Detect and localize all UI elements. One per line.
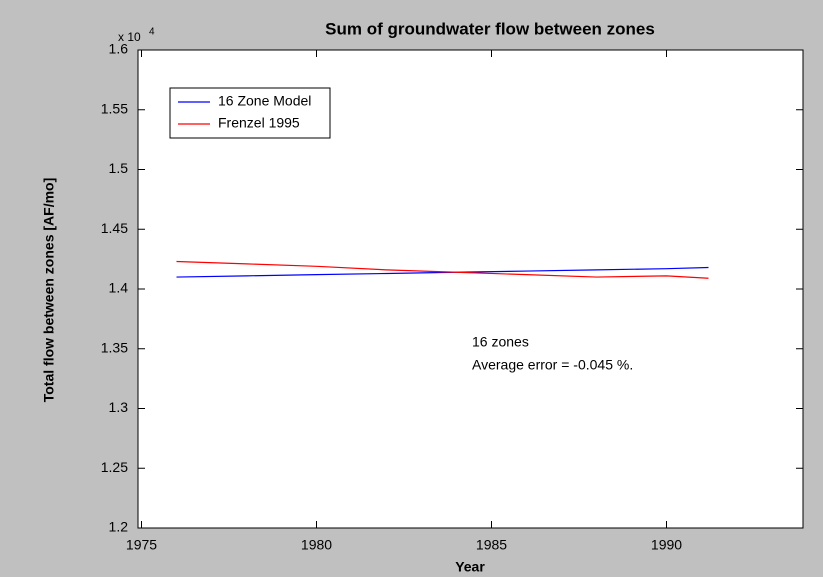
annotation: 16 zones <box>472 334 529 350</box>
annotation: Average error = -0.045 %. <box>472 357 633 373</box>
y-tick-label: 1.2 <box>109 519 129 535</box>
legend-label: Frenzel 1995 <box>218 115 300 131</box>
y-tick-label: 1.6 <box>109 41 129 57</box>
y-scale-exponent: 4 <box>149 27 155 38</box>
y-tick-label: 1.3 <box>109 399 129 415</box>
y-axis-label: Total flow between zones [AF/mo] <box>41 178 57 403</box>
y-tick-label: 1.35 <box>101 339 128 355</box>
x-tick-label: 1980 <box>301 537 332 553</box>
y-tick-label: 1.4 <box>109 280 129 296</box>
y-tick-label: 1.25 <box>101 459 128 475</box>
x-tick-label: 1985 <box>476 537 507 553</box>
series-line <box>176 260 709 279</box>
chart-title: Sum of groundwater flow between zones <box>325 19 655 38</box>
y-tick-label: 1.55 <box>101 100 128 116</box>
y-tick-label: 1.45 <box>101 220 128 236</box>
x-axis-label: Year <box>455 559 485 575</box>
y-tick-label: 1.5 <box>109 160 129 176</box>
x-tick-label: 1990 <box>651 537 682 553</box>
y-scale-base: x 10 <box>118 30 141 44</box>
x-tick-label: 1975 <box>126 537 157 553</box>
legend <box>169 87 331 139</box>
legend-label: 16 Zone Model <box>218 93 311 109</box>
